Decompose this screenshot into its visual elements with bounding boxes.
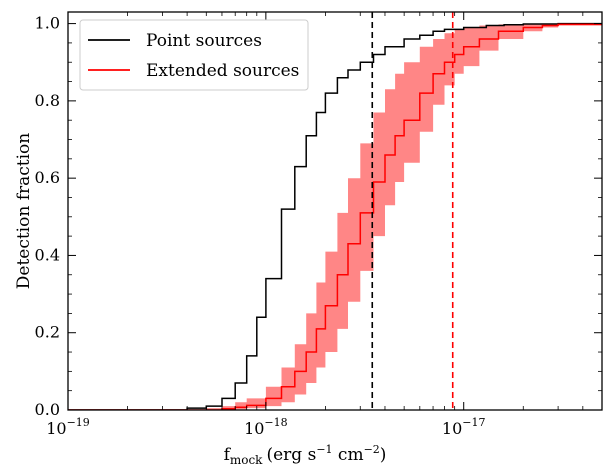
legend-label-point-sources: Point sources <box>146 31 262 51</box>
x-axis-label-units-mid: cm <box>333 445 364 465</box>
y-tick-label: 0.8 <box>35 91 60 110</box>
x-tick-label: 10−17 <box>442 416 486 438</box>
x-axis-label-units: (erg s <box>266 445 316 465</box>
x-tick-label-exponent: −17 <box>462 416 485 429</box>
x-tick-label-exponent: −18 <box>264 416 287 429</box>
series-layer <box>68 22 602 410</box>
legend: Point sources Extended sources <box>79 19 309 91</box>
series-line-extended-sources <box>68 23 602 410</box>
x-tick-label-base: 10 <box>442 419 462 438</box>
y-tick-label: 0.0 <box>35 400 60 419</box>
series-line-point-sources <box>68 22 602 410</box>
y-axis-label: Detection fraction <box>14 133 34 290</box>
x-axis-label-units-sup2: −2 <box>364 443 380 456</box>
threshold-lines <box>371 12 454 410</box>
plot-frame <box>67 11 603 411</box>
legend-label-extended-sources: Extended sources <box>146 61 299 81</box>
x-tick-label-exponent: −19 <box>67 416 90 429</box>
y-tick-label: 0.4 <box>35 245 60 264</box>
y-tick-label: 0.6 <box>35 168 60 187</box>
legend-box <box>79 19 309 91</box>
x-tick-label-base: 10 <box>46 419 66 438</box>
x-axis-label-units-sup1: −1 <box>316 443 332 456</box>
x-tick-label: 10−19 <box>46 416 90 438</box>
x-axis-label-subscript: mock <box>230 453 263 467</box>
tick-layer: 10−19 10−18 10−170.00.20.40.60.81.0 <box>35 12 602 438</box>
extended-sources-uncertainty-band <box>206 23 602 410</box>
x-axis-label-units-end: ) <box>380 445 387 465</box>
x-tick-label: 10−18 <box>244 416 288 438</box>
x-axis-label-main: f <box>224 445 232 465</box>
y-tick-label: 0.2 <box>35 323 60 342</box>
x-axis-label: fmock (erg s−1 cm−2) <box>224 443 387 467</box>
x-tick-label-base: 10 <box>244 419 264 438</box>
y-tick-label: 1.0 <box>35 14 60 33</box>
extended-sources-band <box>206 23 602 410</box>
